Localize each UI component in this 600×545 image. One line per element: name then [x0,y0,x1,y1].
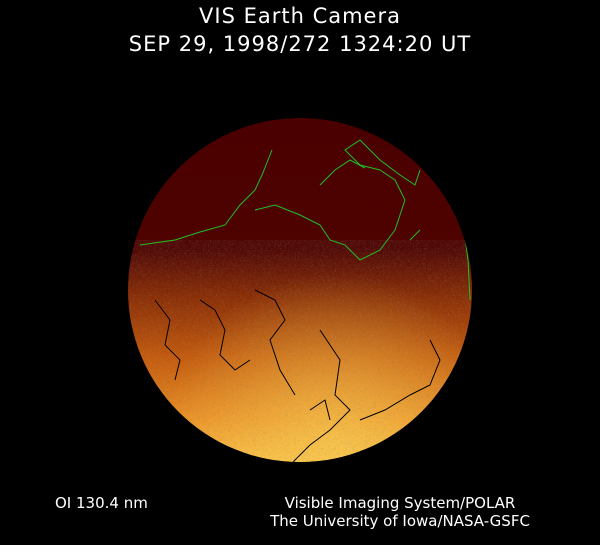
image-title: VIS Earth Camera [199,4,401,28]
credit-line-2: The University of Iowa/NASA-GSFC [270,512,530,530]
coastline-nightside [154,289,441,462]
wavelength-label: OI 130.4 nm [55,494,148,512]
credit-line-1: Visible Imaging System/POLAR [284,494,516,512]
image-timestamp: SEP 29, 1998/272 1324:20 UT [128,32,472,56]
